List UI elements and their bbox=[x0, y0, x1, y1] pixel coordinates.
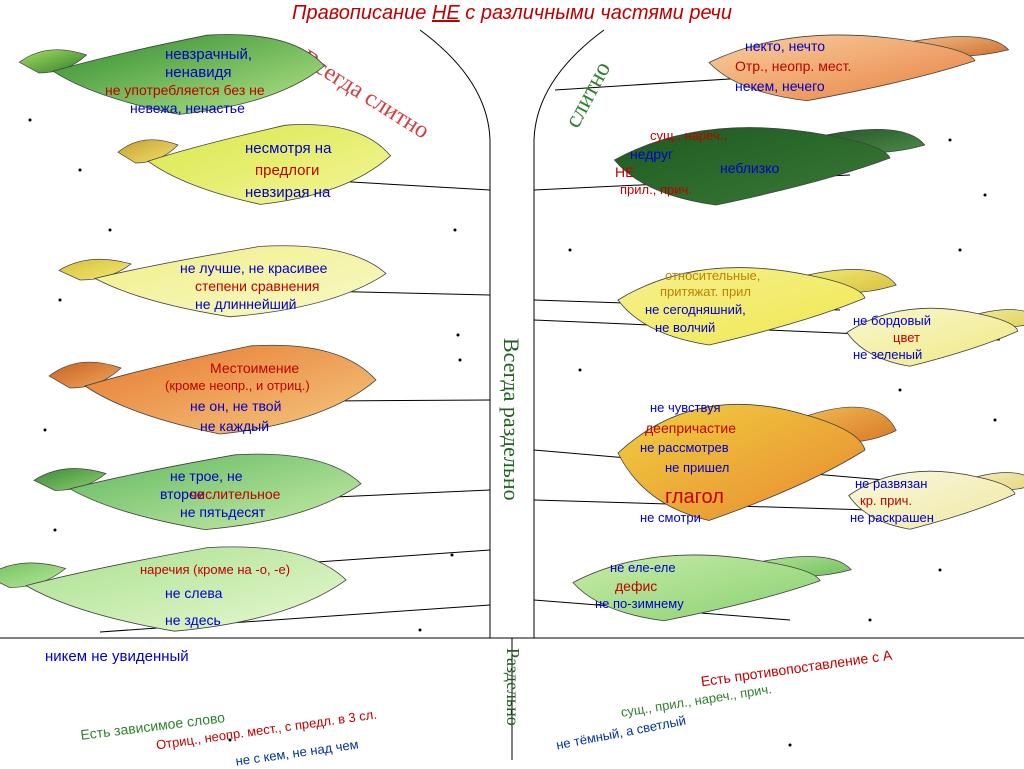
leaf-left-2-line-2: невзирая на bbox=[245, 184, 330, 201]
leaf-left-1: невзрачный,ненавидяне употребляется без … bbox=[95, 28, 375, 118]
leaf-left-6: наречия (кроме на -о, -е) не слева не здес… bbox=[75, 540, 405, 635]
leaf-left-5-line-3: не пятьдесят bbox=[180, 504, 265, 520]
leaf-right-4-line-2: не рассмотрев bbox=[640, 440, 729, 455]
leaf-left-5-line-2: числительное bbox=[190, 486, 280, 502]
leaf-right-5-line-0: не еле-еле bbox=[610, 560, 676, 575]
bottom-left-1: никем не увиденный bbox=[45, 648, 189, 665]
leaf-left-2-line-0: несмотря на bbox=[245, 140, 331, 157]
leaf-left-1-line-0: невзрачный, bbox=[165, 46, 252, 63]
leaf-right-5-line-1: дефис bbox=[615, 578, 657, 594]
leaf-right-2-line-3: неблизко bbox=[720, 160, 779, 176]
leaf-right-4-line-0: не чувствуя bbox=[650, 400, 721, 415]
leaf-left-3-line-2: не длиннейший bbox=[195, 296, 297, 312]
leaf-right-4: не чувствуя деепричастие не рассмотрев не п… bbox=[605, 378, 865, 528]
leaf-left-1-line-1: ненавидя bbox=[165, 64, 231, 81]
leaf-right-5: не еле-еле дефис не по-зимнему bbox=[560, 540, 820, 625]
leaf-left-3-line-1: степени сравнения bbox=[195, 278, 320, 294]
leaf-right-4-line-5: не смотри bbox=[640, 510, 701, 525]
leaf-left-6-line-1: не слева bbox=[165, 585, 222, 601]
leaf-right-1-line-2: некем, нечего bbox=[735, 78, 825, 94]
leaf-right-4b-line-2: не раскрашен bbox=[850, 510, 934, 525]
leaf-left-3-line-0: не лучше, не красивее bbox=[180, 260, 327, 276]
leaf-right-4b: не развязан кр. прич. не раскрашен bbox=[840, 458, 1015, 533]
leaf-right-2-line-1: недруг bbox=[630, 146, 673, 162]
leaf-left-5: не трое, невтороечислительноене пятьдеся… bbox=[115, 448, 415, 533]
leaf-right-4b-line-0: не развязан bbox=[855, 476, 927, 491]
leaf-left-6-line-2: не здесь bbox=[165, 612, 221, 628]
leaf-right-4-line-3: не пришел bbox=[665, 460, 729, 475]
leaf-right-2: сущ., нареч., недруг НЕ неблизко прил., прич… bbox=[600, 110, 890, 210]
label-apart: Раздельно bbox=[502, 648, 523, 726]
leaf-left-4-line-1: (кроме неопр., и отриц.) bbox=[165, 378, 310, 393]
leaf-right-4b-line-1: кр. прич. bbox=[860, 493, 912, 508]
leaf-right-4-line-1: деепричастие bbox=[645, 420, 736, 436]
leaf-left-4-line-2: не он, не твой bbox=[190, 398, 281, 414]
leaf-right-1-line-1: Отр., неопр. мест. bbox=[735, 58, 851, 74]
leaf-right-3-line-1: притяжат. прил bbox=[660, 284, 751, 299]
leaf-left-2-line-1: предлоги bbox=[255, 162, 319, 179]
leaf-right-3b: не бордовый цвет не зеленый bbox=[838, 295, 1018, 370]
leaf-left-6-line-0: наречия (кроме на -о, -е) bbox=[140, 562, 290, 577]
leaf-right-5-line-2: не по-зимнему bbox=[595, 596, 684, 611]
leaf-right-4-line-4: глагол bbox=[665, 486, 724, 509]
leaf-left-1-line-3: невежа, ненастье bbox=[130, 100, 245, 116]
leaf-left-5-line-0: не трое, не bbox=[170, 468, 242, 484]
leaf-right-2-line-0: сущ., нареч., bbox=[650, 128, 727, 143]
leaf-left-1-line-2: не употребляется без не bbox=[105, 82, 265, 98]
leaf-left-4-line-3: не каждый bbox=[200, 418, 269, 434]
label-always-apart: Всегда раздельно bbox=[498, 338, 524, 501]
leaf-left-2: несмотря на предлоги невзирая на bbox=[185, 118, 435, 208]
leaf-left-4: Местоимение (кроме неопр., и отриц.) не он… bbox=[130, 338, 430, 438]
leaf-right-3-line-3: не волчий bbox=[655, 320, 715, 335]
leaf-right-1: некто, нечто Отр., неопр. мест. некем, неч… bbox=[695, 20, 975, 105]
leaf-right-3: относительные,притяжат. прил не сегодняшн… bbox=[605, 250, 865, 350]
leaf-right-3b-line-2: не зеленый bbox=[853, 347, 922, 362]
leaf-left-3: не лучше, не красивее степени сравнения не… bbox=[140, 240, 440, 320]
leaf-right-2-line-2: НЕ bbox=[615, 164, 634, 180]
leaf-right-3b-line-1: цвет bbox=[893, 330, 920, 345]
leaf-right-2-line-4: прил., прич. bbox=[620, 182, 692, 197]
leaf-right-3b-line-0: не бордовый bbox=[853, 313, 931, 328]
leaf-right-3-line-2: не сегодняшний, bbox=[645, 302, 746, 317]
leaf-left-4-line-0: Местоимение bbox=[210, 360, 299, 376]
leaf-right-1-line-0: некто, нечто bbox=[745, 38, 825, 54]
leaf-right-3-line-0: относительные, bbox=[665, 268, 760, 283]
